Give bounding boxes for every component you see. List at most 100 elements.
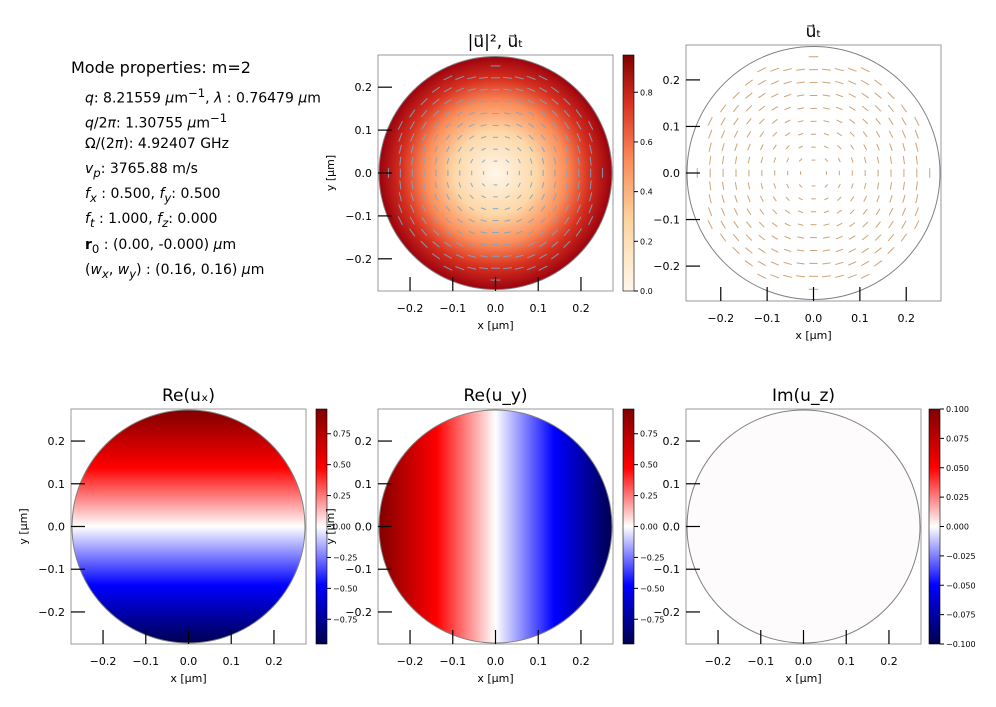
quiver-arrow	[732, 233, 740, 242]
y-tick-label: 0.2	[48, 435, 66, 448]
quiver-arrow	[786, 183, 790, 189]
quiver-arrow	[527, 242, 535, 247]
quiver-arrow	[577, 192, 581, 201]
quiver-arrow	[837, 183, 841, 189]
quiver-arrow	[431, 86, 441, 93]
colorbar-tick-label: −0.075	[946, 611, 976, 620]
quiver-arrow	[850, 157, 854, 163]
quiver-arrow	[516, 206, 522, 211]
quiver-arrow	[784, 106, 792, 111]
quiver-arrow	[837, 157, 841, 163]
quiver-arrow	[443, 75, 453, 81]
quiver-arrow	[456, 123, 463, 128]
quiver-arrow	[783, 80, 792, 85]
quiver-arrow	[445, 122, 451, 129]
quiver-arrow	[443, 265, 453, 271]
quiver-arrow	[709, 155, 712, 165]
y-tick-label: 0.1	[663, 120, 681, 133]
quiver-arrow	[835, 261, 844, 266]
quiver-arrow	[481, 147, 486, 151]
quiver-arrow	[837, 196, 842, 201]
quiver-arrow	[835, 248, 844, 253]
quiver-arrow	[502, 267, 512, 270]
quiver-arrow	[823, 107, 830, 110]
quiver-arrow	[847, 67, 857, 72]
quiver-arrow	[527, 99, 535, 104]
quiver-arrow	[798, 145, 803, 149]
quiver-arrow	[734, 156, 738, 164]
prop-line-q: q: 8.21559 μm−1, λ : 0.76479 μm	[85, 86, 321, 107]
quiver-arrow	[420, 240, 428, 248]
quiver-arrow	[479, 88, 488, 91]
colorbar-tick-label: 0.75	[333, 430, 351, 439]
quiver-arrow	[772, 196, 777, 202]
panel-title: Im(u_z)	[772, 386, 835, 406]
quiver-arrow	[721, 194, 725, 203]
panel-3: Re(uₓ) −0.2 −0.1 0.0 0.1 0.2 0.2 0.1 0.0 −0.1 −0.2…	[17, 386, 358, 685]
panel-2: u⃗ₜ −0.2 −0.1 0.0 0.1 0.2 0.2 0.1 0.0 −0.1 −0.2 x […	[653, 22, 942, 342]
x-axis-label: x [μm]	[170, 672, 206, 685]
quiver-arrow	[902, 143, 906, 152]
quiver-arrow	[456, 99, 464, 104]
quiver-arrow	[783, 93, 792, 98]
colorbar-tick-label: 0.075	[946, 434, 969, 443]
quiver-arrow	[563, 240, 571, 248]
quiver-arrow	[409, 109, 416, 118]
quiver-arrow	[874, 105, 882, 112]
quiver-arrow	[863, 195, 868, 202]
quiver-arrow	[889, 143, 893, 151]
quiver-arrow	[468, 230, 476, 235]
quiver-arrow	[529, 158, 533, 164]
quiver-arrow	[444, 229, 452, 236]
quiver-arrow	[836, 209, 842, 214]
quiver-arrow	[747, 156, 751, 164]
quiver-arrow	[540, 134, 546, 141]
mode-properties-title: Mode properties: m=2	[71, 58, 251, 77]
quiver-arrow	[411, 180, 414, 190]
quiver-arrow	[822, 81, 831, 84]
quiver-arrow	[721, 143, 725, 152]
quiver-arrow	[541, 181, 545, 188]
quiver-arrow	[887, 233, 895, 242]
colorbar-tick-label: −0.25	[333, 553, 358, 562]
quiver-arrow	[722, 181, 725, 191]
x-tick-label: 0.0	[795, 655, 813, 668]
quiver-arrow	[708, 207, 713, 217]
quiver-arrow	[834, 274, 844, 278]
colorbar-tick-label: −0.025	[946, 552, 976, 561]
quiver-arrow	[410, 133, 415, 142]
quiver-arrow	[564, 216, 570, 225]
quiver-arrow	[553, 181, 557, 189]
quiver-arrow	[875, 118, 881, 125]
colorbar-tick-label: 0.050	[946, 464, 969, 473]
quiver-arrow	[576, 216, 582, 225]
quiver-arrow	[757, 260, 766, 267]
quiver-arrow	[514, 76, 524, 80]
colorbar-tick-label: 0.25	[640, 492, 658, 501]
quiver-arrow	[849, 209, 855, 215]
quiver-arrow	[538, 253, 548, 259]
quiver-arrow	[516, 123, 523, 128]
quiver-arrow	[431, 253, 441, 260]
x-tick-label: −0.1	[439, 655, 466, 668]
quiver-arrow	[915, 142, 919, 152]
quiver-arrow	[902, 181, 905, 191]
quiver-arrow	[397, 216, 403, 226]
quiver-arrow	[771, 118, 778, 124]
quiver-arrow	[732, 246, 740, 255]
quiver-arrow	[901, 207, 907, 216]
quiver-arrow	[467, 76, 477, 80]
quiver-arrow	[914, 129, 919, 139]
quiver-arrow	[900, 104, 908, 113]
quiver-arrow	[915, 155, 918, 165]
quiver-arrow	[517, 194, 522, 199]
quiver-arrow	[783, 274, 793, 278]
colorbar-tick-label: 0.100	[946, 405, 969, 414]
quiver-arrow	[757, 79, 766, 86]
colorbar-gradient	[622, 54, 635, 292]
x-tick-label: 0.2	[265, 655, 283, 668]
colorbar: 0.0 0.2 0.4 0.6 0.8	[622, 54, 653, 296]
panel-4: Re(u_y)−0.2 −0.1 0.0 0.1 0.20.20.10.0−0.1−0.…	[324, 386, 665, 685]
quiver-arrow	[772, 209, 778, 215]
quiver-arrow	[823, 210, 830, 214]
